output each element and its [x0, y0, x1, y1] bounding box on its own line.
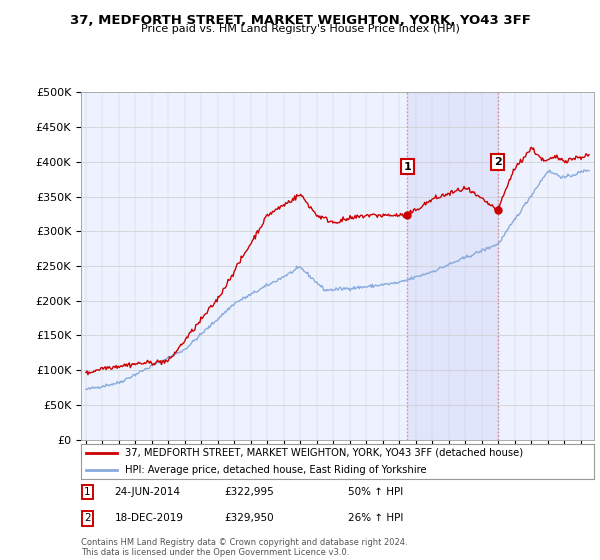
Text: 37, MEDFORTH STREET, MARKET WEIGHTON, YORK, YO43 3FF: 37, MEDFORTH STREET, MARKET WEIGHTON, YO… — [70, 14, 530, 27]
Text: 24-JUN-2014: 24-JUN-2014 — [115, 487, 181, 497]
Text: 2: 2 — [84, 514, 91, 524]
Text: £322,995: £322,995 — [224, 487, 274, 497]
Text: Price paid vs. HM Land Registry's House Price Index (HPI): Price paid vs. HM Land Registry's House … — [140, 24, 460, 34]
Text: 1: 1 — [84, 487, 91, 497]
Text: HPI: Average price, detached house, East Riding of Yorkshire: HPI: Average price, detached house, East… — [125, 465, 426, 475]
Text: 2: 2 — [494, 157, 502, 167]
Text: Contains HM Land Registry data © Crown copyright and database right 2024.
This d: Contains HM Land Registry data © Crown c… — [81, 538, 407, 557]
Text: 18-DEC-2019: 18-DEC-2019 — [115, 514, 184, 524]
Text: 26% ↑ HPI: 26% ↑ HPI — [348, 514, 403, 524]
Text: 37, MEDFORTH STREET, MARKET WEIGHTON, YORK, YO43 3FF (detached house): 37, MEDFORTH STREET, MARKET WEIGHTON, YO… — [125, 448, 523, 458]
Text: 50% ↑ HPI: 50% ↑ HPI — [348, 487, 403, 497]
Bar — [407, 92, 497, 440]
Text: 1: 1 — [403, 162, 411, 172]
Text: £329,950: £329,950 — [224, 514, 274, 524]
